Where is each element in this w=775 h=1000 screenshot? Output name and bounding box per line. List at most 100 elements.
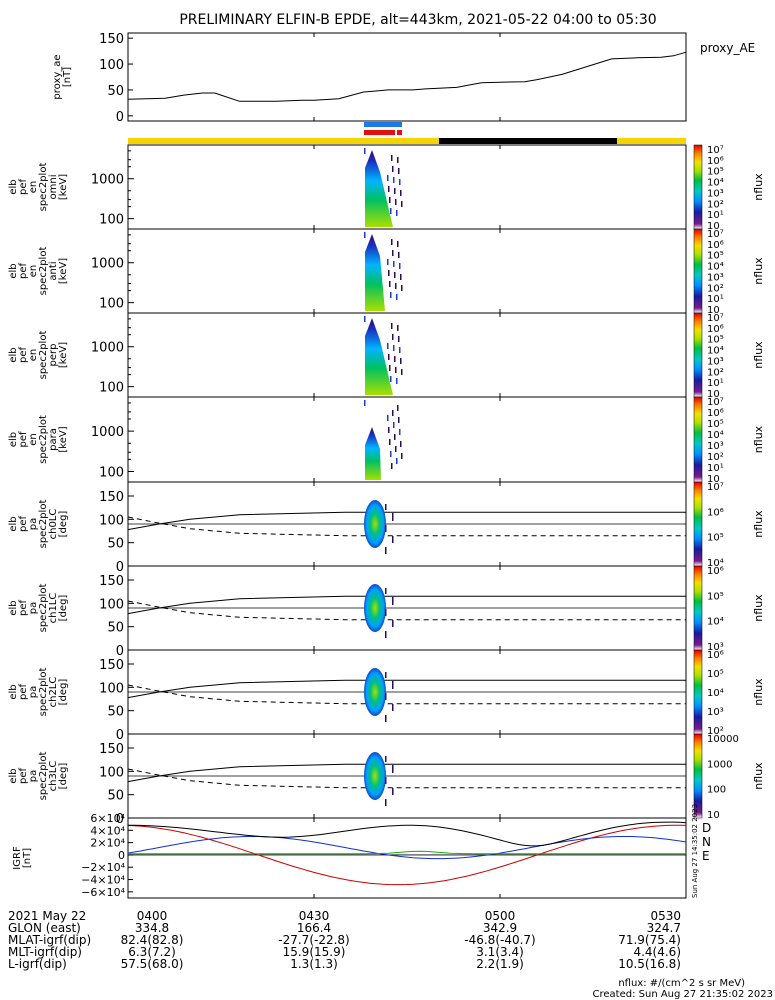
spectrogram-speckle xyxy=(390,292,392,298)
ylabel-line: pef xyxy=(18,516,29,533)
spectrogram-speckle xyxy=(396,458,398,464)
panels: proxy_ae [nT]elb pef en spec2plot omni [keV]el… xyxy=(8,32,765,899)
igrf-ytick-label: −4×10⁴ xyxy=(81,874,125,887)
ephemeris-value: 2.2(1.9) xyxy=(476,957,524,971)
colorbar-unit: nflux xyxy=(752,425,765,453)
pa-speckle xyxy=(385,715,387,721)
colorbar-tick-label: 10³ xyxy=(707,356,724,367)
spectrogram-speckle xyxy=(400,358,402,364)
spectrogram-blob xyxy=(365,234,385,311)
spectrogram-speckle xyxy=(398,168,400,174)
spectrogram-speckle xyxy=(390,208,392,214)
ylabel-line: pef xyxy=(18,263,29,280)
loss-cone-line xyxy=(127,763,686,783)
ylabel-line: spec2plot xyxy=(38,752,49,801)
pa-ytick-label: 50 xyxy=(107,705,124,720)
igrf-legend-D: D xyxy=(702,821,711,835)
pa-speckle xyxy=(392,681,394,687)
pa-ytick-label: 150 xyxy=(99,490,124,505)
spectrogram-speckle xyxy=(391,463,393,469)
ylabel-line: pef xyxy=(18,600,29,617)
colorbar-tick-label: 100 xyxy=(707,785,726,796)
panel-frame xyxy=(127,312,687,398)
pa-speckle xyxy=(385,525,387,531)
ylabel-line: ch0LC xyxy=(48,509,59,540)
ylabel-line: ch2LC xyxy=(48,677,59,708)
ylabel-line: elb xyxy=(8,600,19,615)
spectrogram-speckle xyxy=(395,283,397,289)
ylabel-line: perp xyxy=(48,344,59,367)
colorbar-tick-label: 10000 xyxy=(707,734,739,745)
energy-ytick-label: 1000 xyxy=(91,257,124,272)
spectrogram-speckle xyxy=(395,446,397,452)
ylabel-line: para xyxy=(48,428,59,451)
spectrogram-speckle xyxy=(399,179,401,185)
colorbar-tick-label: 10⁶ xyxy=(707,156,724,167)
colorbar xyxy=(693,733,703,819)
colorbar-tick-label: 10⁶ xyxy=(707,324,724,335)
colorbar-tick-label: 10⁷ xyxy=(707,482,724,493)
colorbar-tick-label: 10⁵ xyxy=(707,167,724,178)
ylabel-line: spec2plot xyxy=(38,247,49,296)
spectrogram-speckle xyxy=(393,177,395,183)
pa-speckle xyxy=(385,547,387,553)
pa-ytick-label: 150 xyxy=(99,574,124,589)
igrf-legend-E: E xyxy=(702,849,710,863)
colorbar-tick-label: 10⁷ xyxy=(707,397,724,408)
colorbar-tick-label: 10⁷ xyxy=(707,313,724,324)
ylabel-line: spec2plot xyxy=(38,500,49,549)
energy-ytick-label: 1000 xyxy=(91,341,124,356)
spectrogram-speckle xyxy=(388,270,390,276)
loss-cone-line xyxy=(127,595,686,615)
ylabel-line: [nT] xyxy=(62,67,73,87)
igrf-n-line xyxy=(127,836,687,860)
spectrogram-speckle xyxy=(393,261,395,267)
spectrogram-speckle xyxy=(399,347,401,353)
side-stamp: Sun Aug 27 14:35:02 2023 xyxy=(691,804,699,898)
spectrogram-speckle xyxy=(387,259,389,265)
colorbar-tick-label: 10⁶ xyxy=(707,408,724,419)
ylabel-group: elb pef pa spec2plot ch3LC [deg] xyxy=(8,752,69,801)
ephemeris-value: 82.4(82.8) xyxy=(121,933,184,947)
colorbar-tick-label: 10⁵ xyxy=(707,419,724,430)
ylabel-line: elb xyxy=(8,516,19,531)
spectrogram-speckle xyxy=(397,325,399,331)
spectrogram-speckle xyxy=(392,334,394,340)
colorbar xyxy=(693,228,703,314)
ylabel-line: spec2plot xyxy=(38,331,49,380)
spectrogram-speckle xyxy=(394,356,396,362)
ylabel-line: elb xyxy=(8,179,19,194)
colorbar-unit: nflux xyxy=(752,257,765,285)
igrf-legend-N: N xyxy=(702,835,711,849)
ylabel-line: en xyxy=(28,349,39,362)
pa-speckle xyxy=(385,588,387,594)
ylabel-line: omni xyxy=(48,175,59,200)
colorbar-tick-label: 10⁴ xyxy=(707,262,724,273)
ylabel-group: elb pef pa spec2plot ch0LC [deg] xyxy=(8,500,69,549)
ephemeris-value: 166.4 xyxy=(297,921,331,935)
spectrogram-speckle xyxy=(389,281,391,287)
spectrogram-speckle xyxy=(401,453,403,459)
ephemeris-value: -46.8(-40.7) xyxy=(464,933,535,947)
ylabel-line: pef xyxy=(18,431,29,448)
spectrogram-speckle xyxy=(387,415,389,421)
colorbar xyxy=(693,144,703,230)
ephemeris-value: 0500 xyxy=(485,909,516,923)
ylabel-line: en xyxy=(28,433,39,446)
spectrogram-speckle xyxy=(388,354,390,360)
ephemeris-value: 71.9(75.4) xyxy=(618,933,681,947)
ylabel-line: ch3LC xyxy=(48,761,59,792)
ae-ytick-label: 50 xyxy=(107,84,124,99)
ylabel-group: IGRF [nT] xyxy=(12,846,33,870)
panel-frame xyxy=(127,817,687,899)
orbit-bar-yellow xyxy=(128,138,439,144)
spectrogram-speckle xyxy=(394,272,396,278)
pa-speckle xyxy=(392,513,394,519)
spectrogram-speckle xyxy=(394,434,396,440)
ae-ytick-label: 100 xyxy=(99,58,124,73)
orbit-bar-black xyxy=(439,138,617,144)
spectrogram-speckle xyxy=(394,188,396,194)
ylabel-line: [nT] xyxy=(22,848,33,868)
spectrogram-speckle xyxy=(398,252,400,258)
pa-ytick-label: 150 xyxy=(99,742,124,757)
